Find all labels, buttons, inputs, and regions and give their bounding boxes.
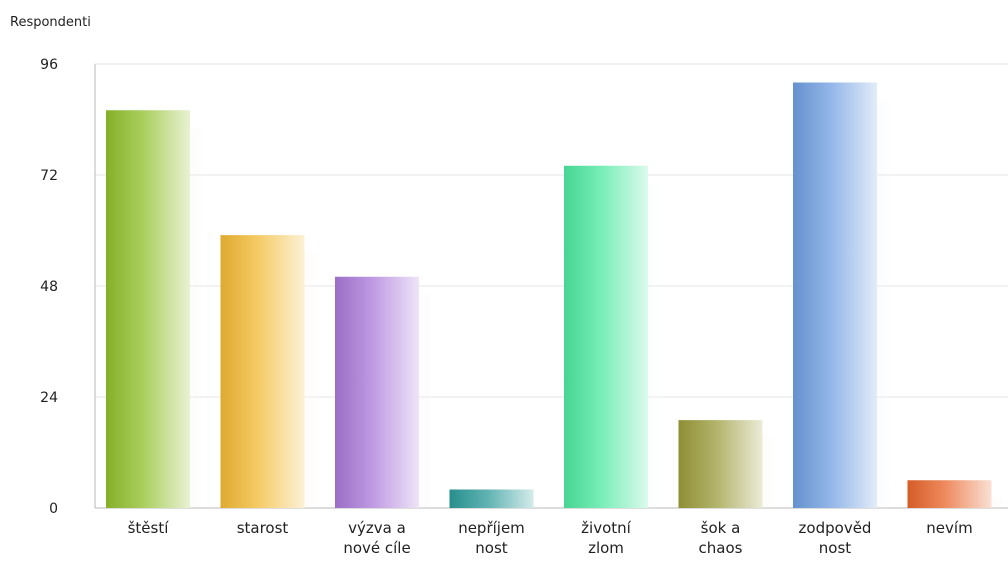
x-tick-label: štěstí xyxy=(128,519,170,537)
bar xyxy=(678,420,763,508)
y-tick-label: 72 xyxy=(40,168,58,184)
y-tick-label: 96 xyxy=(40,57,58,73)
x-tick-label-line: chaos xyxy=(699,539,743,557)
x-tick-label-line: výzva a xyxy=(348,519,406,537)
x-tick-label: nepříjem nost xyxy=(458,519,525,557)
bar xyxy=(449,489,534,508)
x-tick-label-line: starost xyxy=(237,519,289,537)
y-axis: 0 24 48 72 96 xyxy=(40,57,58,517)
x-tick-label-line: nové cíle xyxy=(343,539,410,557)
x-tick-label-line: nost xyxy=(475,539,507,557)
bar xyxy=(106,110,190,508)
x-tick-label: výzva a nové cíle xyxy=(343,519,410,557)
x-tick-label: starost xyxy=(237,519,289,537)
x-tick-label-line: nepříjem xyxy=(458,519,525,537)
bar xyxy=(220,235,305,508)
x-tick-label-line: životní xyxy=(581,519,631,537)
bar xyxy=(793,82,877,508)
x-tick-label-line: nost xyxy=(819,539,851,557)
y-tick-label: 48 xyxy=(40,279,58,295)
x-tick-label-line: zodpověd xyxy=(799,519,872,537)
x-tick-label: životní zlom xyxy=(581,519,631,557)
x-tick-label-line: šok a xyxy=(701,519,741,537)
y-axis-label: Respondenti xyxy=(10,15,91,30)
bar xyxy=(907,480,992,508)
y-tick-label: 24 xyxy=(40,390,58,406)
x-axis: štěstí starost výzva a nové cíle nepříjem nos… xyxy=(128,519,973,557)
x-tick-label-line: zlom xyxy=(588,539,624,557)
bar xyxy=(335,276,419,508)
bar xyxy=(564,165,648,508)
x-tick-label: šok a chaos xyxy=(699,519,743,557)
x-tick-label-line: štěstí xyxy=(128,519,170,537)
x-tick-label: nevím xyxy=(926,519,972,537)
x-tick-label-line: nevím xyxy=(926,519,972,537)
bars xyxy=(106,82,1004,508)
x-tick-label: zodpověd nost xyxy=(799,519,872,557)
y-tick-label: 0 xyxy=(49,501,58,517)
